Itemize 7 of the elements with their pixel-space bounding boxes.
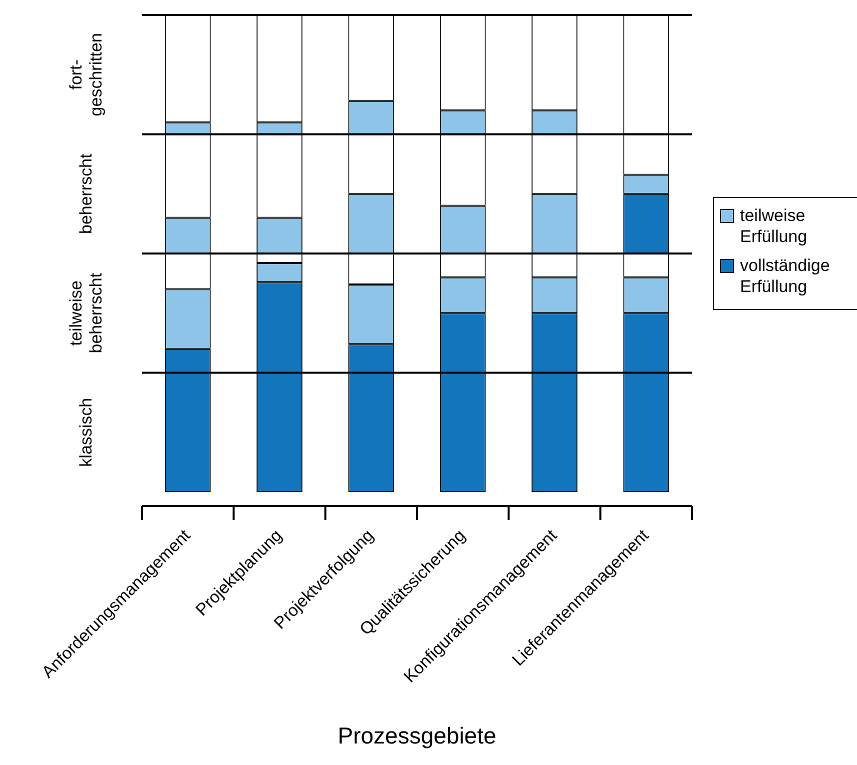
text: beherrscht <box>76 153 96 234</box>
text: fort- geschritten <box>66 33 106 116</box>
legend-label: teilweise Erfüllung <box>740 204 808 247</box>
text: teilweise beherrscht <box>66 272 106 354</box>
legend-label: vollständige Erfüllung <box>740 254 831 297</box>
text: klassisch <box>76 398 96 467</box>
x-axis-title: Prozessgebiete <box>338 722 496 749</box>
